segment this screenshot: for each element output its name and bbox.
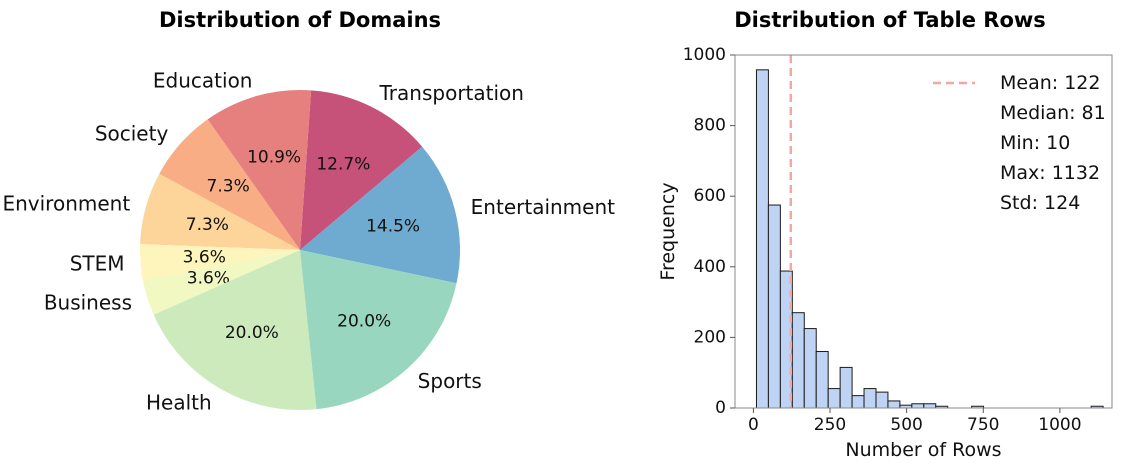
legend-entry: Median: 81: [1000, 102, 1106, 124]
x-tick-label: 500: [890, 415, 922, 435]
pie-category-label-entertainment: Entertainment: [471, 195, 615, 219]
pie-slice-health: [153, 250, 317, 410]
pie-percent-label-stem: 3.6%: [183, 247, 226, 267]
legend-entry: Std: 124: [1000, 192, 1080, 214]
pie-category-label-business: Business: [44, 291, 132, 315]
pie-category-label-stem: STEM: [70, 251, 125, 275]
plot-frame: [734, 54, 1113, 409]
legend-entry: Max: 1132: [1000, 162, 1100, 184]
pie-percent-label-entertainment: 14.5%: [366, 217, 420, 237]
pie-slice-transportation: [300, 90, 423, 250]
x-tick-label: 250: [814, 415, 846, 435]
pie-chart-title: Distribution of Domains: [158, 8, 442, 32]
x-tick-label: 0: [748, 415, 759, 435]
pie-slice-sports: [300, 250, 457, 410]
y-tick-label: 200: [694, 327, 726, 347]
pie-chart-panel: Distribution of Domains 14.5% Entertainme…: [2, 8, 615, 415]
x-tick-label: 1000: [1038, 415, 1081, 435]
pie-slice-stem: [140, 244, 300, 281]
y-tick-label: 1000: [683, 45, 726, 65]
legend-entry: Mean: 122: [1000, 72, 1100, 94]
pie-category-label-sports: Sports: [418, 369, 482, 393]
pie-percent-label-transportation: 12.7%: [316, 154, 370, 174]
pie-percent-label-health: 20.0%: [225, 323, 279, 343]
pie-slice-business: [142, 250, 300, 315]
pie-slice-environment: [140, 173, 300, 250]
y-axis-label: Frequency: [657, 182, 679, 280]
pie-chart-svg: 14.5% Entertainment 12.7% Transportation 10.…: [2, 69, 615, 415]
histogram-bar: [911, 403, 925, 409]
y-tick-label: 400: [694, 257, 726, 277]
y-tick-label: 0: [715, 398, 726, 418]
histogram-bar: [767, 204, 781, 409]
pie-percent-label-education: 10.9%: [247, 148, 301, 168]
pie-category-label-health: Health: [146, 390, 212, 414]
histogram-svg: 0 250 500 750 1000 0 200 400 600 800 1000 Number of…: [657, 45, 1113, 461]
y-tick-label: 800: [694, 116, 726, 136]
pie-percent-label-environment: 7.3%: [186, 215, 229, 235]
pie-slice-society: [159, 119, 300, 250]
pie-slice-entertainment: [300, 146, 460, 284]
histogram-bar: [887, 400, 901, 409]
histogram-bar: [803, 328, 817, 409]
pie-category-label-education: Education: [153, 69, 253, 93]
y-tick-label: 600: [694, 186, 726, 206]
histogram-bar: [755, 69, 769, 409]
pie-percent-label-society: 7.3%: [207, 176, 250, 196]
x-axis-label: Number of Rows: [845, 439, 1001, 461]
histogram-bar: [839, 366, 853, 409]
histogram-bar: [815, 351, 829, 409]
pie-category-label-environment: Environment: [2, 192, 130, 216]
histogram-title: Distribution of Table Rows: [734, 8, 1046, 32]
histogram-bar: [827, 388, 841, 409]
pie-percent-label-sports: 20.0%: [337, 311, 391, 331]
histogram-bar: [875, 391, 889, 409]
histogram-bar: [851, 395, 865, 409]
histogram-bar: [923, 403, 937, 409]
histogram-bar: [863, 388, 877, 409]
pie-slice-education: [207, 90, 312, 250]
histogram-panel: Distribution of Table Rows 0 250 500 750 100…: [640, 0, 1140, 470]
pie-percent-label-business: 3.6%: [187, 269, 230, 289]
x-tick-label: 750: [967, 415, 999, 435]
legend-entry: Min: 10: [1000, 132, 1070, 154]
pie-category-label-transportation: Transportation: [379, 81, 524, 105]
pie-category-label-society: Society: [95, 121, 169, 145]
histogram-bar: [791, 312, 805, 409]
